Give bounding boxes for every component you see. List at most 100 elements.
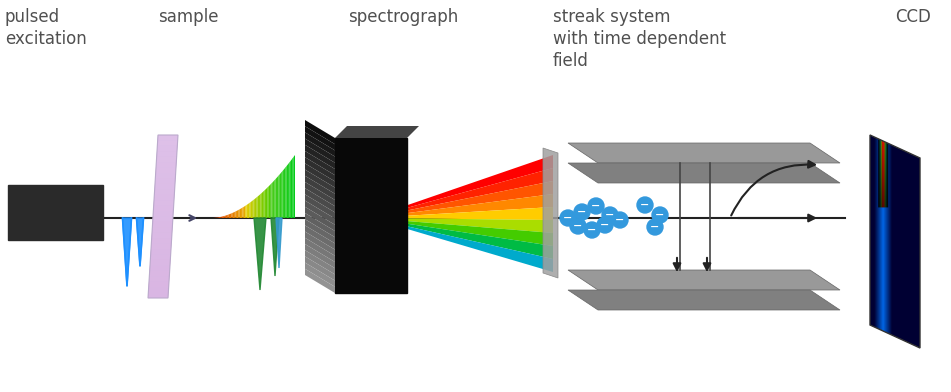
Polygon shape	[305, 145, 335, 169]
Polygon shape	[241, 208, 243, 218]
Polygon shape	[151, 244, 171, 249]
Polygon shape	[158, 139, 178, 143]
Polygon shape	[233, 212, 234, 218]
Text: sample: sample	[158, 8, 219, 26]
Polygon shape	[154, 195, 174, 200]
Polygon shape	[305, 170, 335, 194]
Polygon shape	[370, 218, 553, 272]
Text: −: −	[655, 210, 665, 220]
Text: CCD: CCD	[895, 8, 931, 26]
Polygon shape	[258, 195, 259, 218]
Polygon shape	[240, 209, 241, 218]
Polygon shape	[305, 213, 335, 237]
Polygon shape	[276, 218, 282, 268]
Polygon shape	[154, 189, 175, 195]
Polygon shape	[157, 146, 177, 151]
Polygon shape	[305, 188, 335, 212]
Polygon shape	[157, 155, 177, 160]
Circle shape	[574, 204, 590, 220]
Polygon shape	[236, 211, 237, 218]
Text: streak system
with time dependent
field: streak system with time dependent field	[553, 8, 727, 71]
Polygon shape	[568, 163, 840, 183]
Polygon shape	[221, 217, 222, 218]
Polygon shape	[276, 178, 277, 218]
Polygon shape	[153, 216, 173, 221]
Polygon shape	[305, 126, 335, 151]
Polygon shape	[155, 184, 175, 189]
Polygon shape	[218, 217, 219, 218]
Polygon shape	[151, 233, 172, 238]
Text: −: −	[606, 210, 614, 220]
Polygon shape	[249, 202, 251, 218]
Polygon shape	[370, 207, 553, 220]
Polygon shape	[267, 186, 269, 218]
Polygon shape	[156, 157, 177, 162]
Text: −: −	[615, 215, 625, 225]
Polygon shape	[157, 151, 177, 155]
Polygon shape	[155, 176, 176, 180]
Polygon shape	[224, 216, 225, 218]
Polygon shape	[370, 194, 553, 218]
Polygon shape	[152, 229, 172, 233]
Polygon shape	[149, 269, 169, 274]
Polygon shape	[271, 182, 273, 218]
Polygon shape	[335, 126, 419, 138]
Polygon shape	[305, 182, 335, 206]
Polygon shape	[568, 270, 840, 290]
Polygon shape	[156, 172, 176, 176]
Circle shape	[647, 219, 663, 235]
Text: −: −	[573, 221, 583, 231]
Polygon shape	[305, 176, 335, 200]
Polygon shape	[150, 261, 170, 265]
Polygon shape	[234, 212, 236, 218]
Polygon shape	[154, 200, 174, 206]
Polygon shape	[148, 294, 168, 298]
Polygon shape	[370, 218, 553, 246]
Polygon shape	[568, 290, 840, 310]
Polygon shape	[254, 218, 266, 290]
Polygon shape	[230, 213, 231, 218]
Polygon shape	[153, 216, 173, 222]
Polygon shape	[155, 178, 175, 184]
Polygon shape	[288, 162, 289, 218]
Polygon shape	[370, 155, 553, 218]
Polygon shape	[156, 168, 176, 173]
Polygon shape	[222, 216, 223, 218]
Polygon shape	[248, 203, 249, 218]
Text: spectrograph: spectrograph	[348, 8, 458, 26]
Polygon shape	[305, 244, 335, 268]
Text: −: −	[640, 200, 650, 210]
Polygon shape	[259, 194, 261, 218]
Polygon shape	[254, 199, 255, 218]
Polygon shape	[150, 249, 171, 254]
Polygon shape	[305, 250, 335, 274]
Polygon shape	[154, 192, 174, 196]
Polygon shape	[219, 217, 221, 218]
Polygon shape	[148, 287, 168, 292]
Polygon shape	[155, 173, 176, 178]
Polygon shape	[158, 135, 178, 139]
Polygon shape	[305, 225, 335, 250]
Polygon shape	[148, 135, 178, 298]
Polygon shape	[152, 225, 172, 229]
Circle shape	[637, 197, 653, 213]
Circle shape	[570, 218, 586, 234]
Polygon shape	[150, 257, 170, 261]
Polygon shape	[157, 140, 178, 146]
Polygon shape	[157, 151, 177, 157]
Circle shape	[588, 198, 604, 214]
Polygon shape	[273, 180, 274, 218]
Polygon shape	[237, 210, 239, 218]
Polygon shape	[155, 184, 175, 188]
Polygon shape	[281, 171, 282, 218]
Polygon shape	[305, 269, 335, 293]
Text: −: −	[588, 225, 596, 235]
Polygon shape	[543, 148, 558, 278]
Polygon shape	[262, 192, 263, 218]
Polygon shape	[305, 256, 335, 281]
Circle shape	[652, 207, 668, 223]
Polygon shape	[157, 147, 177, 151]
Bar	[8, 185, 103, 240]
Polygon shape	[245, 205, 246, 218]
Polygon shape	[292, 157, 294, 218]
